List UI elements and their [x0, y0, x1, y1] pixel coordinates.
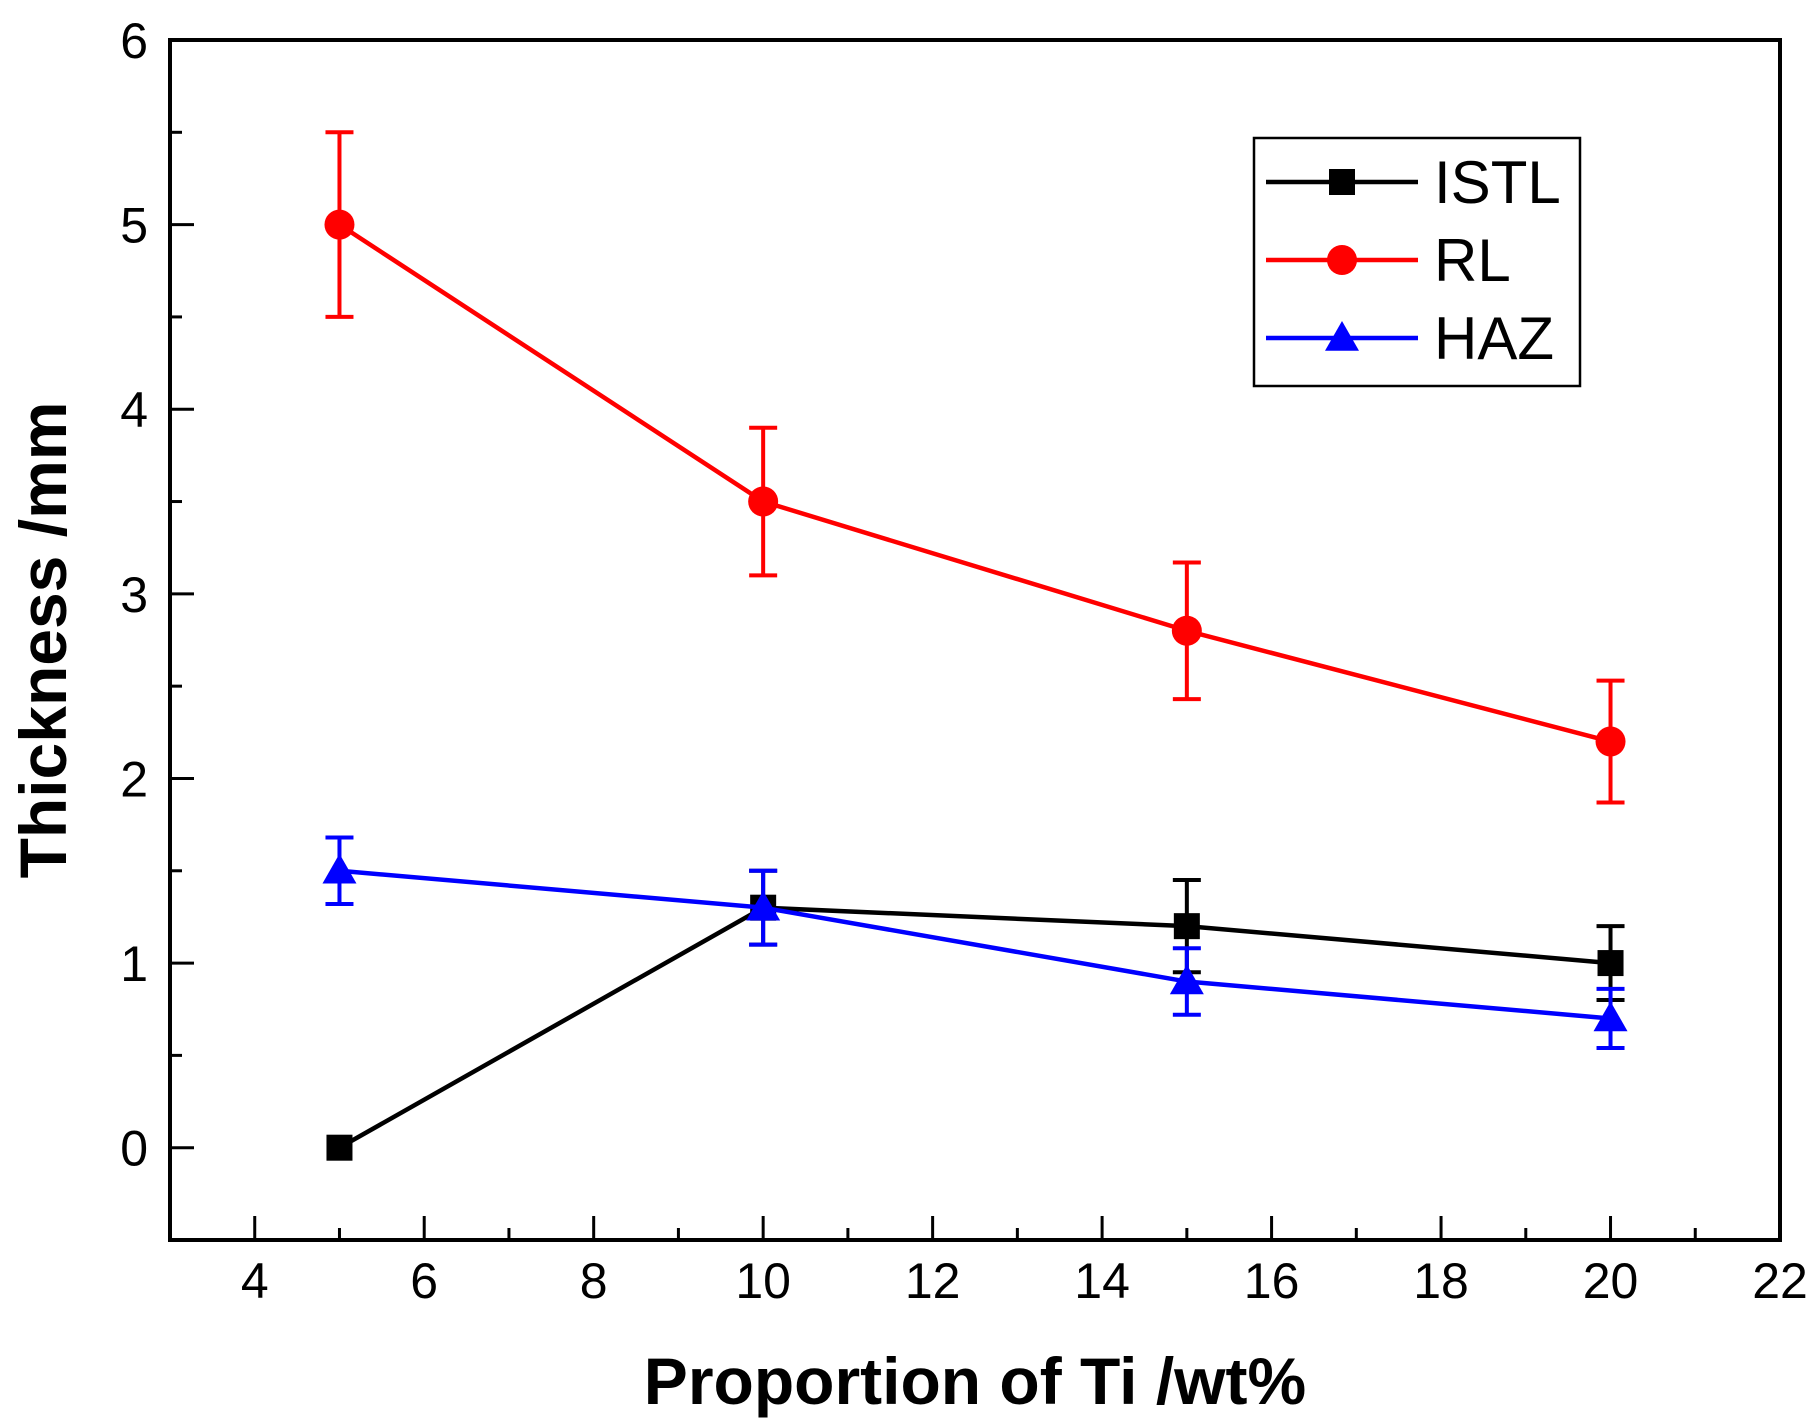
- legend-marker-rl: [1327, 245, 1357, 275]
- x-tick-label: 6: [410, 1253, 438, 1309]
- y-tick-label: 2: [120, 751, 148, 807]
- data-point-rl: [1595, 726, 1626, 757]
- data-point-haz: [322, 853, 357, 884]
- x-tick-label: 12: [905, 1253, 961, 1309]
- x-tick-label: 16: [1244, 1253, 1300, 1309]
- data-point-istl: [1597, 950, 1624, 977]
- series-line-haz: [339, 868, 1611, 1021]
- data-point-haz: [1593, 1001, 1628, 1032]
- x-tick-label: 8: [580, 1253, 608, 1309]
- data-point-haz: [746, 890, 781, 921]
- series-istl: [326, 868, 1625, 1161]
- y-tick-label: 5: [120, 198, 148, 254]
- y-axis-title: Thickness /mm: [6, 402, 80, 879]
- series-layer: [322, 130, 1628, 1161]
- major-ticks: [170, 223, 1613, 1240]
- x-tick-label: 4: [241, 1253, 269, 1309]
- y-tick-labels: 0 1 2 3 4 5 6: [120, 13, 148, 1177]
- x-tick-labels: 4 6 8 10 12 14 16 18 20 22: [241, 1253, 1808, 1309]
- data-point-rl: [324, 209, 355, 240]
- y-tick-label: 0: [120, 1121, 148, 1177]
- series-line-istl: [338, 905, 1611, 1150]
- data-point-haz: [1169, 964, 1204, 995]
- series-haz: [322, 835, 1628, 1050]
- legend-item-rl: RL: [1266, 227, 1511, 294]
- x-axis-title: Proportion of Ti /wt%: [644, 1344, 1306, 1418]
- legend-marker-haz: [1325, 321, 1359, 351]
- series-rl: [324, 130, 1626, 805]
- x-tick-label: 22: [1752, 1253, 1808, 1309]
- legend-item-haz: HAZ: [1266, 305, 1554, 372]
- data-point-istl: [326, 1134, 353, 1161]
- series-line-rl: [338, 222, 1612, 744]
- legend-marker-istl: [1329, 169, 1355, 195]
- y-tick-label: 6: [120, 13, 148, 69]
- x-tick-label: 10: [735, 1253, 791, 1309]
- legend-label-rl: RL: [1434, 227, 1511, 294]
- plot-frame: [168, 38, 1782, 1242]
- x-tick-label: 14: [1074, 1253, 1130, 1309]
- y-tick-label: 4: [120, 382, 148, 438]
- data-point-rl: [1171, 615, 1202, 646]
- legend-label-istl: ISTL: [1434, 149, 1561, 216]
- x-tick-label: 18: [1413, 1253, 1469, 1309]
- x-tick-label: 20: [1583, 1253, 1639, 1309]
- legend-item-istl: ISTL: [1266, 149, 1561, 216]
- y-tick-label: 1: [120, 936, 148, 992]
- legend-label-haz: HAZ: [1434, 305, 1554, 372]
- legend: ISTL RL HAZ: [1252, 136, 1582, 388]
- data-point-istl: [1173, 913, 1200, 940]
- data-point-rl: [748, 486, 779, 517]
- y-tick-label: 3: [120, 567, 148, 623]
